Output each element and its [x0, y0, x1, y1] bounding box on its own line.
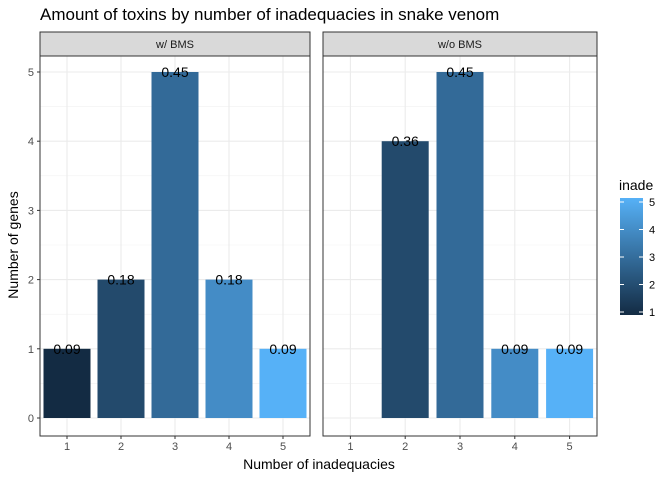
y-tick-label: 1 [28, 344, 34, 356]
bar-label: 0.09 [501, 341, 528, 357]
facet-panel: w/o BMS 0.36 0.45 0.09 0.09 [322, 31, 598, 437]
facet-strip [39, 31, 311, 57]
y-axis-label: Number of genes [5, 191, 21, 298]
legend-tick-label: 3 [649, 252, 655, 264]
bar-label: 0.09 [53, 341, 80, 357]
bar [546, 348, 594, 418]
bar [151, 72, 199, 418]
legend-tick-label: 4 [649, 225, 655, 237]
y-tick-label: 4 [28, 136, 34, 148]
bar-label: 0.09 [556, 341, 583, 357]
x-tick-label: 5 [280, 441, 286, 453]
bar [381, 141, 429, 418]
legend-tick-label: 5 [649, 197, 655, 209]
x-tick-label: 5 [567, 441, 573, 453]
x-tick-label: 2 [402, 441, 408, 453]
bar-label: 0.18 [107, 272, 134, 288]
x-tick-label: 1 [64, 441, 70, 453]
legend-tick-label: 2 [649, 280, 655, 292]
bar [436, 72, 484, 418]
legend-tick-label: 1 [649, 307, 655, 319]
bar-label: 0.45 [446, 64, 473, 80]
y-tick-label: 5 [28, 67, 34, 79]
facet-strip-label: w/o BMS [437, 39, 482, 51]
y-tick-label: 3 [28, 205, 34, 217]
bar-label: 0.09 [269, 341, 296, 357]
facet-panel: w/ BMS 0.09 0.18 0.45 0.18 0.09 [39, 31, 311, 437]
x-tick-label: 2 [118, 441, 124, 453]
x-tick-label: 1 [347, 441, 353, 453]
y-tick-label: 2 [28, 275, 34, 287]
y-axis: 0 1 2 3 4 5 [28, 67, 40, 425]
bar [259, 348, 307, 418]
bar [205, 279, 253, 418]
facet-panels: w/ BMS 0.09 0.18 0.45 0.18 0.09 w/o BMS 0.36 0.4… [39, 31, 598, 437]
x-tick-label: 3 [172, 441, 178, 453]
x-tick-label: 4 [512, 441, 518, 453]
x-axis-label: Number of inadequacies [243, 456, 395, 472]
x-tick-label: 4 [226, 441, 232, 453]
y-tick-label: 0 [28, 413, 34, 425]
bar-label: 0.18 [215, 272, 242, 288]
chart-title: Amount of toxins by number of inadequaci… [40, 5, 499, 24]
legend: inade 1 2 3 4 5 [619, 177, 655, 319]
bar [97, 279, 145, 418]
bar [43, 348, 91, 418]
legend-title: inade [619, 177, 653, 193]
bar [491, 348, 539, 418]
legend-colorbar [620, 198, 643, 315]
bar-label: 0.45 [161, 64, 188, 80]
x-tick-label: 3 [457, 441, 463, 453]
bar-label: 0.36 [392, 133, 419, 149]
x-axis: 1 2 3 4 5 1 2 3 4 5 [64, 436, 573, 453]
facet-strip-label: w/ BMS [155, 39, 194, 51]
